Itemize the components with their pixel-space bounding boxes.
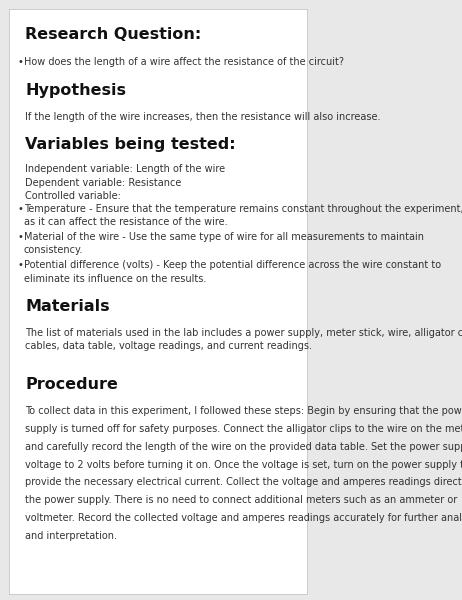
Text: Material of the wire - Use the same type of wire for all measurements to maintai: Material of the wire - Use the same type… <box>24 232 424 242</box>
Text: Research Question:: Research Question: <box>25 27 201 42</box>
Text: Procedure: Procedure <box>25 377 118 392</box>
Text: The list of materials used in the lab includes a power supply, meter stick, wire: The list of materials used in the lab in… <box>25 328 462 338</box>
Text: provide the necessary electrical current. Collect the voltage and amperes readin: provide the necessary electrical current… <box>25 478 462 487</box>
Text: Controlled variable:: Controlled variable: <box>25 191 121 201</box>
Text: •: • <box>18 260 23 271</box>
Text: voltmeter. Record the collected voltage and amperes readings accurately for furt: voltmeter. Record the collected voltage … <box>25 513 462 523</box>
Text: •: • <box>18 204 23 214</box>
Text: supply is turned off for safety purposes. Connect the alligator clips to the wir: supply is turned off for safety purposes… <box>25 424 462 434</box>
Text: and interpretation.: and interpretation. <box>25 531 117 541</box>
Text: the power supply. There is no need to connect additional meters such as an ammet: the power supply. There is no need to co… <box>25 496 457 505</box>
Text: as it can affect the resistance of the wire.: as it can affect the resistance of the w… <box>24 217 227 227</box>
Text: •: • <box>18 232 23 242</box>
Text: How does the length of a wire affect the resistance of the circuit?: How does the length of a wire affect the… <box>24 57 344 67</box>
Text: cables, data table, voltage readings, and current readings.: cables, data table, voltage readings, an… <box>25 341 312 352</box>
Text: Potential difference (volts) - Keep the potential difference across the wire con: Potential difference (volts) - Keep the … <box>24 260 441 271</box>
Text: If the length of the wire increases, then the resistance will also increase.: If the length of the wire increases, the… <box>25 112 381 122</box>
Text: and carefully record the length of the wire on the provided data table. Set the : and carefully record the length of the w… <box>25 442 462 452</box>
Text: Dependent variable: Resistance: Dependent variable: Resistance <box>25 178 182 188</box>
Text: To collect data in this experiment, I followed these steps: Begin by ensuring th: To collect data in this experiment, I fo… <box>25 406 462 416</box>
FancyBboxPatch shape <box>10 9 307 594</box>
Text: eliminate its influence on the results.: eliminate its influence on the results. <box>24 274 206 284</box>
Text: voltage to 2 volts before turning it on. Once the voltage is set, turn on the po: voltage to 2 volts before turning it on.… <box>25 460 462 470</box>
Text: Variables being tested:: Variables being tested: <box>25 137 236 152</box>
Text: consistency.: consistency. <box>24 245 83 256</box>
Text: Materials: Materials <box>25 299 110 314</box>
Text: •: • <box>18 57 23 67</box>
Text: Temperature - Ensure that the temperature remains constant throughout the experi: Temperature - Ensure that the temperatur… <box>24 204 462 214</box>
Text: Hypothesis: Hypothesis <box>25 83 126 98</box>
Text: Independent variable: Length of the wire: Independent variable: Length of the wire <box>25 164 225 175</box>
